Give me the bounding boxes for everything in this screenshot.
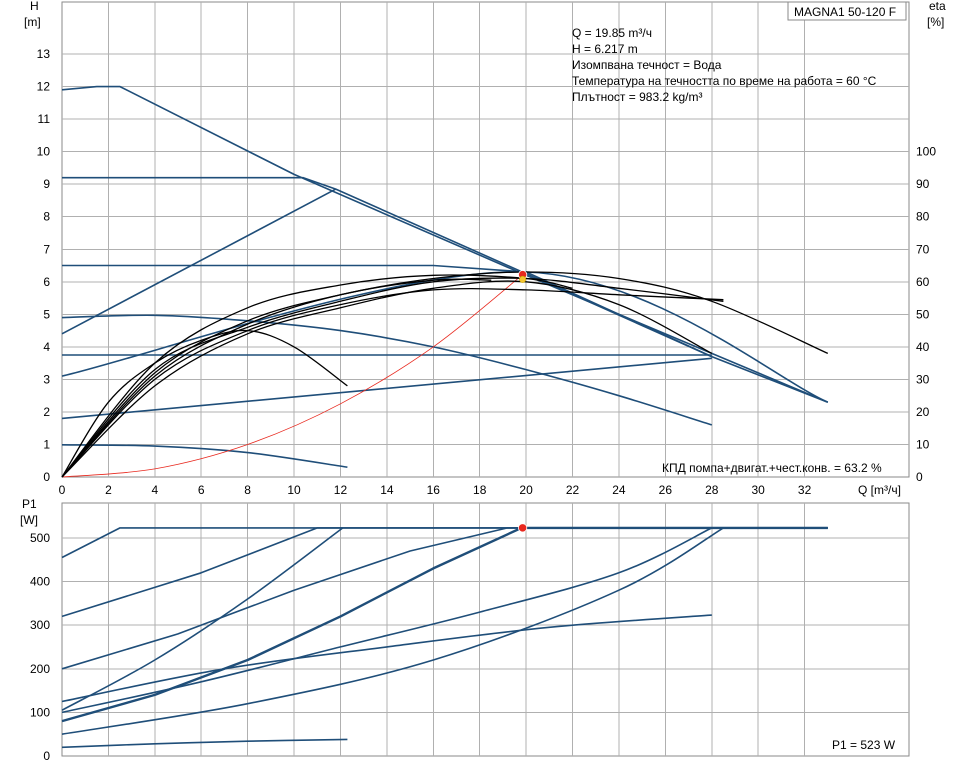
x-tick-label-16: 32 [798, 483, 812, 497]
lower-plot-frame [61, 502, 910, 757]
efficiency-curve-13 [61, 287, 724, 478]
p1-curve-4 [61, 527, 724, 735]
y2-tick-label-10: 100 [916, 145, 936, 159]
x-tick-label-15: 30 [751, 483, 765, 497]
efficiency-label: КПД помпа+двигат.+чест.конв. = 63.2 % [662, 461, 882, 475]
y-tick-label-0: 0 [43, 470, 50, 484]
info-line-liquid: Изомпвана течност = Вода [572, 58, 722, 72]
y-tick-label-11: 11 [38, 112, 51, 126]
lower-y-tick-label-0: 0 [43, 749, 50, 763]
y2-tick-label-4: 40 [916, 340, 930, 354]
efficiency-curve-12 [61, 271, 829, 478]
efficiency-point-marker [519, 275, 527, 283]
x-tick-label-5: 10 [287, 483, 301, 497]
efficiency-curve-15 [61, 280, 713, 478]
efficiency-curve-16 [61, 278, 492, 478]
x-tick-label-8: 16 [427, 483, 441, 497]
p1-curve-8 [61, 738, 348, 749]
y-tick-label-7: 7 [43, 242, 50, 256]
upper-plot-frame [61, 1, 910, 478]
upper-grid [62, 2, 909, 477]
lower-y-tick-label-3: 300 [30, 618, 50, 632]
x-tick-label-6: 12 [334, 483, 348, 497]
h-curve-4 [61, 357, 712, 420]
x-tick-label-4: 8 [244, 483, 251, 497]
y2-tick-label-7: 70 [916, 242, 930, 256]
y2-tick-label-6: 60 [916, 275, 930, 289]
p1-curve-6 [61, 527, 344, 711]
y-tick-label-4: 4 [43, 340, 50, 354]
efficiency-curve-10 [61, 329, 348, 478]
x-tick-label-7: 14 [380, 483, 394, 497]
x-tick-label-13: 26 [659, 483, 673, 497]
y-tick-label-1: 1 [43, 437, 50, 451]
y-tick-label-10: 10 [37, 145, 51, 159]
y2-tick-label-0: 0 [916, 470, 923, 484]
lower-y-axis-unit: [W] [20, 513, 38, 527]
x-tick-label-10: 20 [519, 483, 533, 497]
info-line-temperature: Температура на течността по време на раб… [572, 74, 877, 88]
lower-y-tick-label-2: 200 [30, 662, 50, 676]
h-curve-0 [61, 85, 829, 403]
y2-tick-label-9: 90 [916, 177, 930, 191]
x-tick-label-0: 0 [59, 483, 66, 497]
y2-tick-label-1: 10 [916, 437, 930, 451]
info-line-head: H = 6.217 m [572, 42, 638, 56]
y-tick-label-12: 12 [37, 80, 51, 94]
y-tick-label-5: 5 [43, 307, 50, 321]
upper-series-layer [61, 85, 829, 478]
x-tick-label-11: 22 [566, 483, 580, 497]
y2-tick-label-8: 80 [916, 210, 930, 224]
h-curve-2 [62, 264, 713, 358]
x-tick-label-14: 28 [705, 483, 719, 497]
tick-labels: 0 2 4 6 8 10 12 14 16 18 20 22 24 26 28 30 3201234567891… [30, 47, 936, 763]
x-tick-label-12: 24 [612, 483, 626, 497]
y-tick-label-6: 6 [43, 275, 50, 289]
h-curve-7 [61, 314, 713, 426]
product-label-box [787, 1, 907, 21]
p1-curve-3 [61, 526, 828, 723]
info-line-density: Плътност = 983.2 kg/m³ [572, 90, 702, 104]
y2-axis-unit: [%] [927, 15, 944, 29]
power-point-marker [518, 523, 528, 533]
y2-tick-label-2: 20 [916, 405, 930, 419]
system-curve [61, 274, 523, 478]
y-tick-label-9: 9 [43, 177, 50, 191]
lower-y-tick-label-4: 400 [30, 575, 50, 589]
x-tick-label-2: 4 [151, 483, 158, 497]
power-label: P1 = 523 W [832, 738, 896, 752]
p1-curve-5 [61, 527, 713, 714]
y2-tick-label-5: 50 [916, 307, 930, 321]
h-curve-1 [62, 176, 829, 403]
p1-curve-2 [61, 527, 828, 670]
y-tick-label-3: 3 [43, 372, 50, 386]
y2-tick-label-3: 30 [916, 372, 930, 386]
y-axis-unit: [m] [24, 15, 41, 29]
y-axis-label: H [30, 0, 39, 13]
h-curve-5 [61, 188, 337, 335]
lower-y-tick-label-5: 500 [30, 531, 50, 545]
h-curve-8 [61, 444, 348, 468]
x-axis-label: Q [m³/ч] [858, 483, 901, 497]
x-tick-label-3: 6 [198, 483, 205, 497]
y2-axis-label: eta [929, 0, 946, 13]
efficiency-curve-11 [61, 277, 724, 478]
lower-series-layer [61, 523, 828, 749]
p1-curve-1 [61, 527, 828, 618]
info-line-flow: Q = 19.85 m³/ч [572, 26, 652, 40]
p1-curve-7 [61, 614, 712, 703]
efficiency-curve-14 [61, 274, 573, 478]
x-tick-label-1: 2 [105, 483, 112, 497]
lower-y-tick-label-1: 100 [30, 705, 50, 719]
y-tick-label-8: 8 [43, 210, 50, 224]
y-tick-label-2: 2 [43, 405, 50, 419]
product-label: MAGNA1 50-120 F [794, 5, 896, 19]
x-tick-label-9: 18 [473, 483, 487, 497]
lower-y-axis-label: P1 [22, 497, 37, 511]
y-tick-label-13: 13 [37, 47, 51, 61]
